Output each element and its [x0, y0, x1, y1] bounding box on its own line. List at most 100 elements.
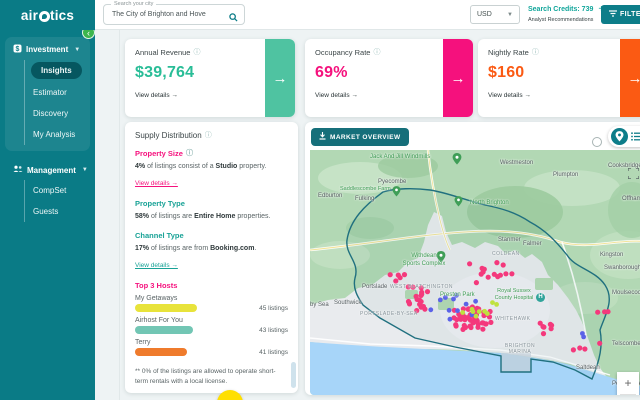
sidebar-group-header-management[interactable]: Management ▼ — [5, 165, 90, 175]
listing-dot[interactable] — [602, 309, 608, 315]
listing-dot[interactable] — [401, 272, 408, 278]
map-label[interactable]: Portslade — [362, 284, 388, 290]
listing-dot[interactable] — [454, 292, 459, 298]
map-label[interactable]: Fulking — [355, 196, 375, 202]
map-label-district[interactable]: PORTSLADE-BY-SEA — [360, 311, 418, 317]
search-icon[interactable] — [229, 9, 238, 27]
zoom-in-button[interactable]: + — [617, 372, 639, 394]
sidebar-item-guests[interactable]: Guests — [33, 207, 59, 216]
listing-dot[interactable] — [488, 319, 494, 325]
sidebar-group-header-investment[interactable]: $ Investment ▼ — [5, 44, 90, 55]
poi-pin-icon[interactable] — [436, 250, 446, 268]
map-viewport[interactable]: Jack And Jill Windmills Westmeston Pyeco… — [310, 150, 640, 395]
analyst-recommendations-link[interactable]: Analyst Recommendations — [528, 17, 594, 23]
map-label-poi[interactable]: Saddlescombe Farm — [340, 186, 391, 192]
listing-dot[interactable] — [447, 316, 453, 322]
listing-dot[interactable] — [494, 302, 499, 307]
listing-dot[interactable] — [419, 291, 425, 297]
sidebar-item-my-analysis[interactable]: My Analysis — [33, 130, 76, 139]
listing-dot[interactable] — [481, 266, 487, 272]
map-label[interactable]: Plumpton — [553, 172, 579, 178]
listing-dot[interactable] — [417, 301, 423, 307]
card-arrow-button[interactable]: → — [265, 39, 295, 117]
filter-button[interactable]: FILTER — [601, 5, 640, 24]
view-details-link[interactable]: View details → — [135, 262, 178, 270]
listing-dot[interactable] — [509, 271, 515, 277]
listing-dot[interactable] — [540, 331, 547, 337]
listing-dot[interactable] — [478, 271, 484, 277]
map-label[interactable]: Edburton — [318, 193, 343, 199]
listing-dot[interactable] — [473, 298, 478, 304]
map-label-poi[interactable]: North Brighton — [470, 200, 509, 206]
listing-dot[interactable] — [463, 301, 469, 307]
listing-dot[interactable] — [443, 295, 448, 300]
map-label[interactable]: Westmeston — [500, 160, 534, 166]
listing-dot[interactable] — [466, 315, 472, 321]
view-details-link[interactable]: View details → — [135, 180, 178, 188]
hospital-icon[interactable]: H — [536, 293, 545, 302]
listing-dot[interactable] — [476, 309, 482, 314]
listing-dot[interactable] — [570, 347, 576, 353]
listing-dot[interactable] — [482, 308, 487, 314]
map-label-poi[interactable]: Royal Sussex County Hospital — [494, 288, 534, 301]
card-arrow-button[interactable]: → — [620, 39, 640, 117]
map-label[interactable]: by Sea — [310, 302, 329, 308]
listing-dot[interactable] — [495, 274, 501, 280]
view-details-link[interactable]: View details → — [135, 92, 178, 99]
map-label[interactable]: Offham — [622, 196, 640, 202]
chat-bubble-button[interactable] — [217, 390, 243, 400]
listing-dot[interactable] — [480, 320, 486, 326]
listing-dot[interactable] — [580, 331, 585, 336]
market-overview-button[interactable]: MARKET OVERVIEW — [311, 128, 409, 146]
listing-dot[interactable] — [467, 261, 473, 267]
listing-dot[interactable] — [413, 293, 419, 299]
listing-dot[interactable] — [455, 308, 460, 314]
sidebar-item-compset[interactable]: CompSet — [33, 186, 67, 195]
info-icon[interactable]: ⓘ — [204, 132, 212, 139]
listing-dot[interactable] — [454, 317, 460, 323]
map-label-district[interactable]: COLDEAN — [492, 251, 520, 257]
listing-dot[interactable] — [422, 306, 428, 312]
listing-dot[interactable] — [485, 274, 491, 280]
listing-dot[interactable] — [473, 280, 479, 286]
listing-dot[interactable] — [424, 289, 431, 295]
map-label[interactable]: Saltdean — [576, 365, 600, 371]
map-label-district[interactable]: BRIGHTON MARINA — [504, 343, 536, 356]
map-label[interactable]: Southwick — [334, 300, 362, 306]
info-icon[interactable]: ⓘ — [373, 49, 381, 56]
map-label[interactable]: Cooksbridge — [608, 163, 640, 169]
tree-pin-icon[interactable] — [392, 184, 401, 202]
info-icon[interactable]: ⓘ — [531, 49, 539, 56]
listing-dot[interactable] — [453, 322, 459, 328]
view-details-link[interactable]: View details → — [315, 92, 358, 99]
listing-dot[interactable] — [397, 275, 403, 281]
info-icon[interactable]: ⓘ — [185, 150, 193, 157]
map-label[interactable]: Kingston — [600, 252, 624, 258]
listing-dot[interactable] — [582, 346, 588, 352]
listing-dot[interactable] — [549, 322, 555, 328]
listing-dot[interactable] — [393, 278, 399, 284]
listing-dot[interactable] — [475, 324, 481, 330]
listing-dot[interactable] — [460, 310, 466, 315]
map-label[interactable]: Moulsecoomb — [612, 290, 640, 296]
circle-toggle-icon[interactable] — [592, 137, 602, 147]
map-label[interactable]: Stanmer — [498, 237, 521, 243]
tree-pin-icon[interactable] — [454, 194, 463, 212]
listing-dot[interactable] — [537, 320, 543, 326]
map-label-district[interactable]: WEST BLATCHINGTON — [390, 284, 453, 290]
listing-dot[interactable] — [446, 307, 452, 313]
map-label[interactable]: Pyecombe — [378, 179, 407, 185]
sidebar-item-discovery[interactable]: Discovery — [33, 109, 69, 118]
listing-dot[interactable] — [490, 300, 495, 305]
map-label-poi[interactable]: Jack And Jill Windmills — [370, 154, 431, 160]
listing-dot[interactable] — [461, 322, 467, 329]
zoom-out-button[interactable]: − — [617, 394, 639, 395]
view-details-link[interactable]: View details → — [488, 92, 531, 99]
listing-dot[interactable] — [470, 309, 476, 314]
listing-dot[interactable] — [405, 298, 412, 305]
list-view-button[interactable] — [631, 128, 640, 146]
map-label-poi[interactable]: Preston Park — [440, 292, 475, 298]
sidebar-item-insights[interactable]: Insights — [31, 62, 82, 79]
map-label[interactable]: Falmer — [523, 241, 542, 247]
listing-dot[interactable] — [480, 326, 486, 332]
